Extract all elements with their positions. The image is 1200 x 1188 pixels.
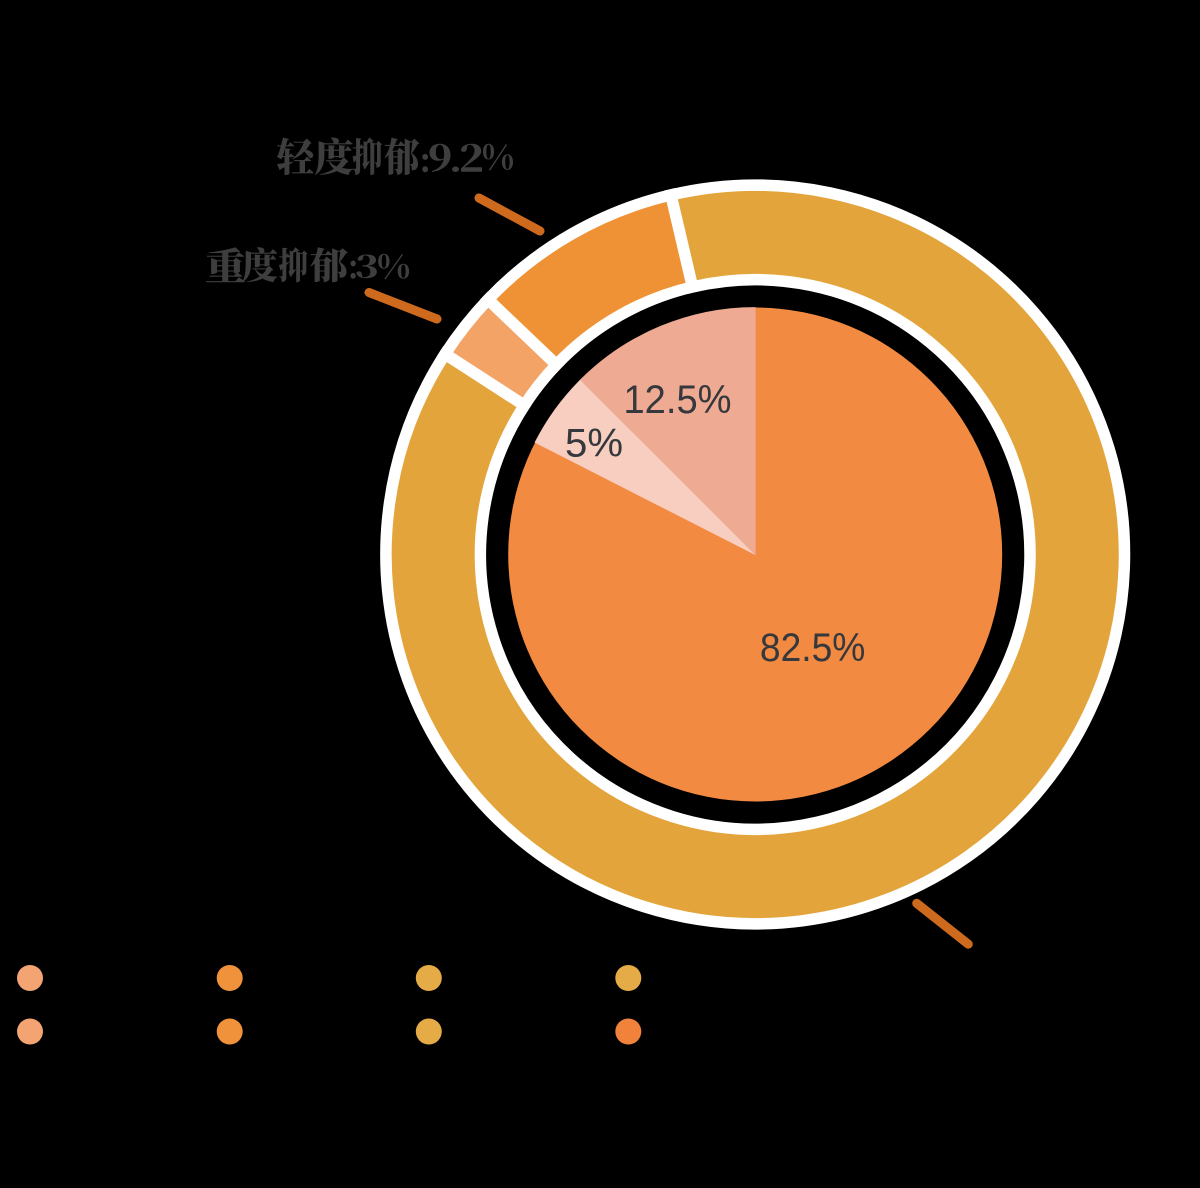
svg-text:12.5%: 12.5% (624, 378, 732, 422)
svg-text:5%: 5% (565, 422, 623, 466)
svg-text:82.5%: 82.5% (760, 626, 866, 670)
